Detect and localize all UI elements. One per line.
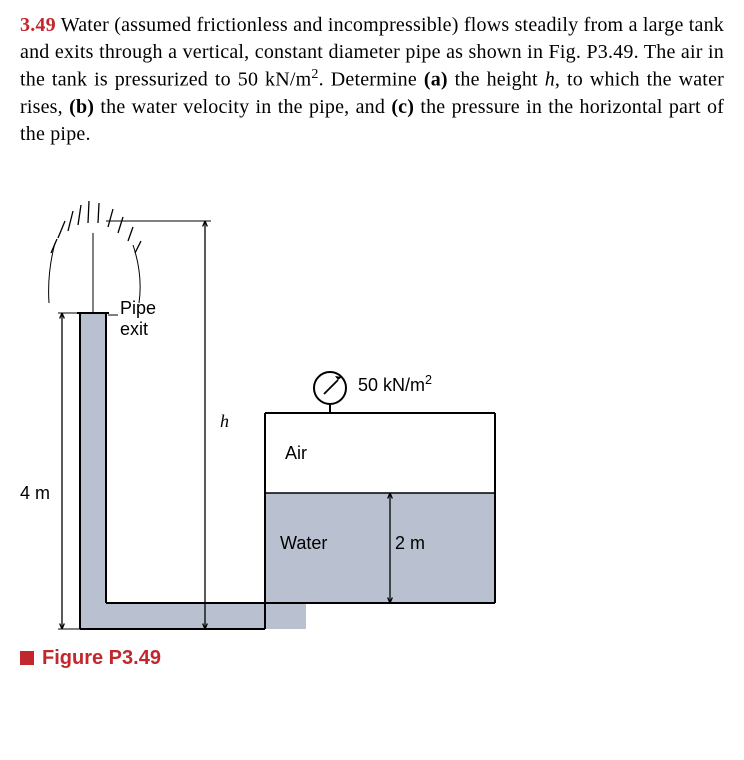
label-pipe-exit: Pipe exit (120, 298, 156, 340)
label-h: h (220, 411, 229, 432)
part-b-text: the water velocity in the pipe, and (94, 96, 391, 118)
figure-svg (20, 183, 540, 643)
text-p1-sup: 2 (311, 67, 318, 82)
label-water: Water (280, 533, 327, 554)
label-2m: 2 m (395, 533, 425, 554)
part-a-text: the height (448, 69, 545, 91)
part-a-label: (a) (424, 69, 448, 91)
part-c-label: (c) (391, 96, 414, 118)
problem-number: 3.49 (20, 14, 56, 36)
var-h: h (545, 69, 555, 91)
figure-caption: Figure P3.49 (20, 647, 724, 670)
problem-text: 3.49 Water (assumed frictionless and inc… (20, 12, 724, 148)
figure: Pipe exit h Air Water 50 kN/m2 4 m 2 m (20, 183, 540, 643)
part-b-label: (b) (69, 96, 94, 118)
label-air: Air (285, 443, 307, 464)
label-gauge: 50 kN/m2 (358, 373, 432, 396)
caption-square-icon (20, 651, 34, 665)
text-p2: . Determine (319, 69, 424, 91)
label-4m: 4 m (20, 483, 50, 504)
